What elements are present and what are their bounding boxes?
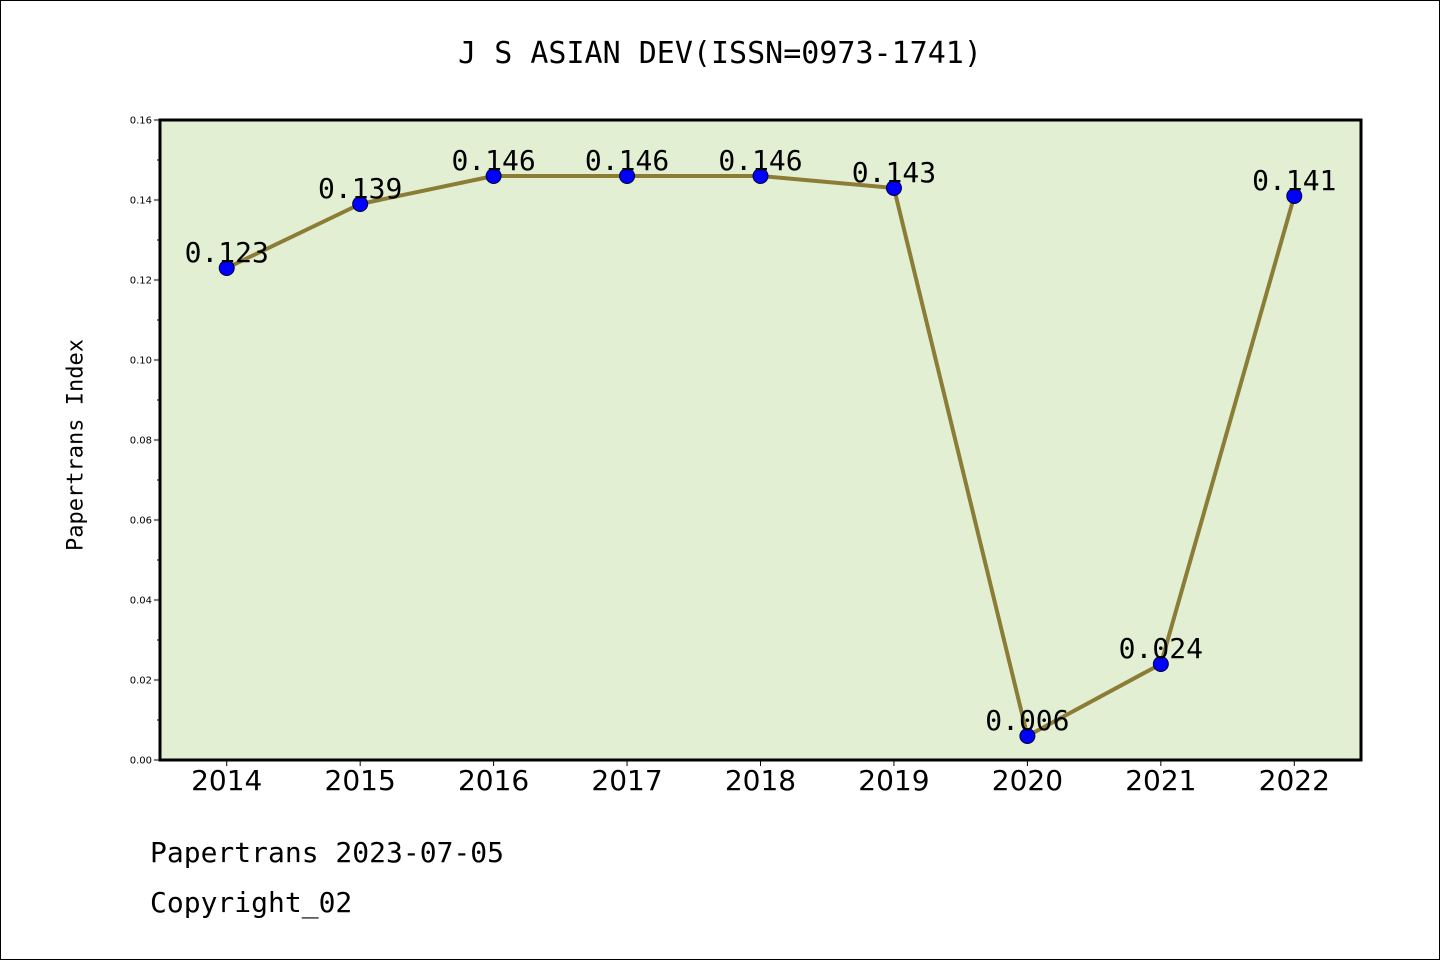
y-tick-label: 0.04 [130, 596, 152, 607]
data-point-marker [752, 168, 769, 184]
data-label: 0.143 [852, 156, 936, 189]
x-tick-label: 2022 [1259, 764, 1330, 797]
data-label: 0.146 [451, 144, 535, 177]
plot-border [158, 118, 1363, 762]
data-point-marker [885, 180, 902, 196]
data-point-marker [1019, 728, 1036, 744]
y-tick-label: 0.14 [130, 196, 152, 207]
y-tick-label: 0.16 [130, 116, 152, 127]
y-tick-label: 0.00 [130, 756, 152, 767]
x-tick-label: 2021 [1125, 764, 1196, 797]
data-point-marker [218, 260, 235, 276]
data-point-marker [1152, 656, 1169, 672]
y-tick-label: 0.08 [130, 436, 152, 447]
data-point-marker [1286, 188, 1303, 204]
x-tick-label: 2016 [458, 764, 529, 797]
plot-area [160, 120, 1361, 760]
data-point-marker [485, 168, 502, 184]
data-label: 0.123 [185, 236, 269, 269]
x-tick-label: 2020 [992, 764, 1063, 797]
y-tick-label: 0.02 [130, 676, 152, 687]
data-label: 0.139 [318, 172, 402, 205]
data-label: 0.146 [718, 144, 802, 177]
data-label: 0.141 [1252, 164, 1336, 197]
y-tick-label: 0.10 [130, 356, 152, 367]
x-tick-label: 2014 [191, 764, 262, 797]
x-tick-label: 2019 [858, 764, 929, 797]
y-tick-label: 0.12 [130, 276, 152, 287]
x-tick-label: 2017 [591, 764, 662, 797]
x-tick-label: 2015 [325, 764, 396, 797]
data-point-marker [352, 196, 369, 212]
y-tick-label: 0.06 [130, 516, 152, 527]
data-label: 0.024 [1119, 632, 1203, 665]
chart-title: J S ASIAN DEV(ISSN=0973-1741) [458, 36, 982, 71]
x-tick-label: 2018 [725, 764, 796, 797]
footer-date: Papertrans 2023-07-05 [150, 836, 505, 869]
data-label: 0.006 [985, 704, 1069, 737]
footer-copyright: Copyright_02 [150, 886, 353, 919]
data-label: 0.146 [585, 144, 669, 177]
data-point-marker [619, 168, 636, 184]
